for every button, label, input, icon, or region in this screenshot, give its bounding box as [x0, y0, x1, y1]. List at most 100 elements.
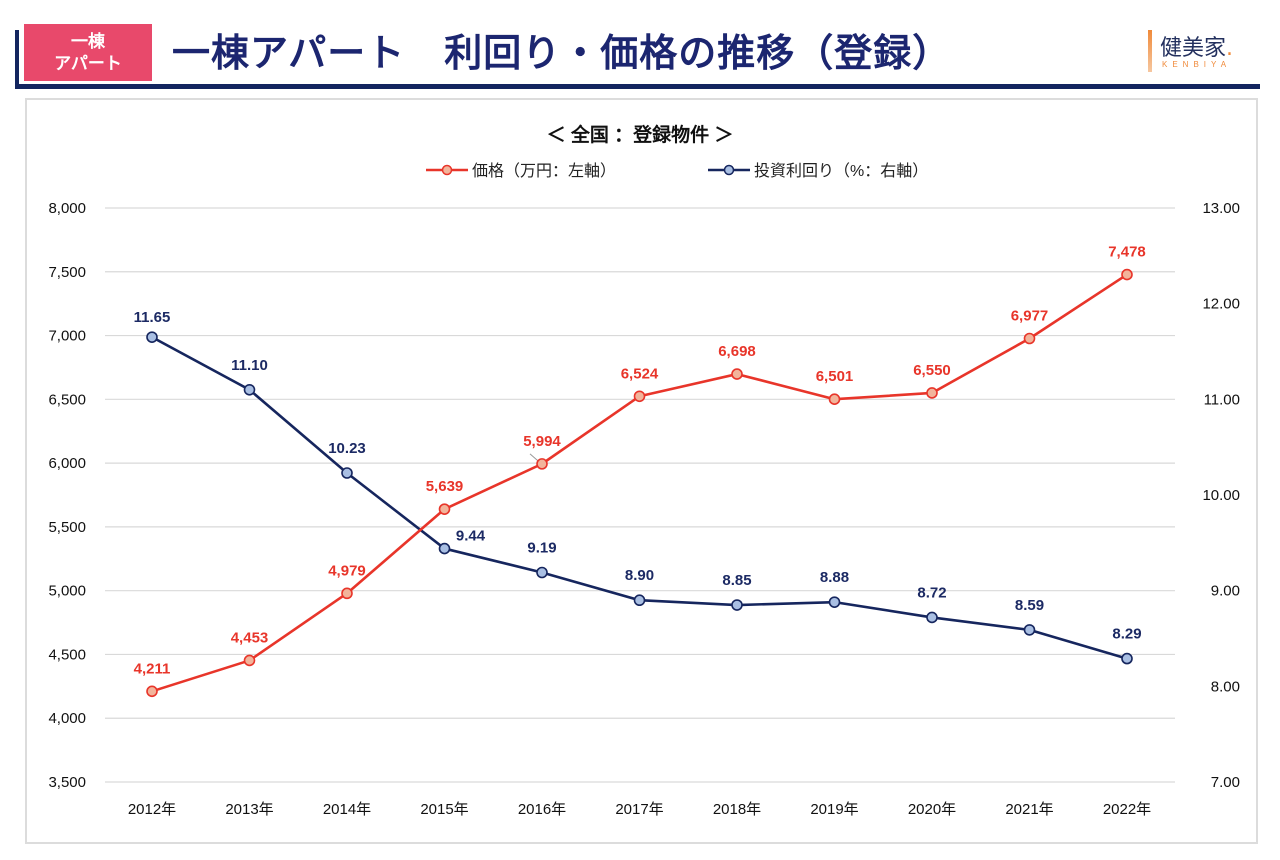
price-point — [828, 393, 841, 406]
yield-point — [438, 542, 451, 555]
right-axis: 7.00 8.00 9.00 10.00 11.00 12.00 13.00 — [1202, 200, 1240, 791]
left-tick-label: 5,000 — [48, 583, 86, 600]
x-tick-label: 2021年 — [1005, 801, 1053, 818]
yield-point — [926, 611, 938, 624]
price-point — [1023, 332, 1036, 345]
yield-point — [536, 566, 548, 579]
x-tick-label: 2019年 — [810, 801, 858, 818]
price-point — [536, 458, 548, 470]
left-tick-label: 8,000 — [48, 200, 86, 217]
yield-point — [828, 596, 841, 608]
left-tick-label: 6,000 — [48, 455, 86, 472]
price-data-label: 4,453 — [231, 629, 269, 646]
yield-point — [146, 331, 158, 343]
badge-line2: アパート — [54, 53, 122, 73]
yield-line — [151, 336, 1128, 660]
logo-name: 健美家 — [1160, 36, 1227, 61]
yield-data-label: 11.10 — [231, 357, 268, 374]
yield-data-label: 8.59 — [1015, 597, 1044, 614]
price-point — [438, 503, 451, 515]
chart-title: ＜ 全国 ：登録物件 ＞ — [547, 123, 734, 146]
price-data-label: 7,478 — [1108, 244, 1146, 261]
badge-line1: 一棟 — [71, 31, 105, 51]
x-tick-label: 2012年 — [128, 801, 176, 818]
logo-dot: . — [1226, 36, 1234, 61]
x-tick-label: 2013年 — [225, 801, 273, 818]
yield-data-label: 9.19 — [527, 539, 556, 556]
legend-item-price: 価格（万円：左軸） — [426, 162, 616, 180]
right-tick-label: 7.00 — [1211, 774, 1240, 791]
logo-bar — [1148, 30, 1152, 72]
yield-data-label: 8.85 — [722, 572, 751, 589]
gridlines — [105, 207, 1175, 783]
price-data-label: 6,524 — [621, 365, 659, 382]
legend: 価格（万円：左軸） 投資利回り（%：右軸） — [426, 162, 928, 180]
price-data-label: 5,639 — [426, 478, 464, 495]
left-tick-label: 7,000 — [48, 328, 86, 345]
left-tick-label: 4,500 — [48, 646, 86, 663]
yield-data-label: 8.29 — [1112, 626, 1141, 643]
x-tick-label: 2017年 — [615, 801, 663, 818]
left-tick-label: 7,500 — [48, 264, 86, 281]
right-tick-label: 8.00 — [1211, 678, 1240, 695]
legend-yield-label: 投資利回り（%：右軸） — [754, 162, 928, 180]
header-accent-bar — [15, 30, 19, 88]
series: 11.65 11.10 10.23 9.44 9.19 8.90 8.85 8.88 8.72 8… — [134, 244, 1146, 698]
yield-data-label: 8.90 — [625, 567, 654, 584]
legend-price-label: 価格（万円：左軸） — [472, 162, 616, 180]
right-tick-label: 11.00 — [1204, 391, 1240, 408]
left-tick-label: 6,500 — [48, 391, 86, 408]
legend-yield-marker-icon — [723, 164, 735, 176]
yield-data-label: 10.23 — [328, 440, 366, 457]
yield-data-label: 8.72 — [917, 584, 946, 601]
logo-text: 健美家. — [1160, 30, 1233, 62]
price-point — [926, 387, 938, 399]
right-tick-label: 10.00 — [1202, 487, 1240, 504]
price-data-label: 6,550 — [913, 362, 951, 379]
yield-point — [243, 383, 256, 396]
page-title: 一棟アパート 利回り・価格の推移（登録） — [172, 31, 952, 75]
price-data-label: 4,979 — [328, 562, 366, 579]
legend-item-yield: 投資利回り（%：右軸） — [708, 162, 928, 180]
yield-point — [731, 599, 743, 611]
price-point — [341, 587, 353, 600]
price-data-label: 6,977 — [1011, 307, 1049, 324]
yield-point — [633, 594, 646, 607]
price-data-label: 6,698 — [718, 343, 756, 360]
x-tick-label: 2020年 — [908, 801, 956, 818]
label-leader-line — [529, 453, 539, 462]
right-tick-label: 12.00 — [1202, 296, 1240, 313]
category-badge: 一棟 アパート — [24, 24, 152, 81]
price-point — [731, 368, 743, 380]
price-data-label: 6,501 — [816, 368, 854, 385]
price-point — [1121, 268, 1133, 281]
yield-data-label: 11.65 — [134, 309, 171, 326]
x-tick-label: 2022年 — [1103, 801, 1151, 818]
legend-price-marker-icon — [441, 164, 453, 176]
left-tick-label: 4,000 — [48, 710, 86, 727]
x-tick-label: 2016年 — [518, 801, 566, 818]
price-data-label: 5,994 — [523, 433, 561, 450]
left-tick-label: 3,500 — [48, 774, 86, 791]
right-tick-label: 13.00 — [1202, 200, 1240, 217]
x-tick-label: 2014年 — [323, 801, 371, 818]
price-line — [151, 273, 1128, 693]
logo-subtext: KENBIYA — [1162, 60, 1232, 69]
yield-data-label: 9.44 — [456, 528, 486, 545]
yield-series: 11.65 11.10 10.23 9.44 9.19 8.90 8.85 8.88 8.72 8… — [134, 309, 1142, 665]
x-axis: 2012年 2013年 2014年 2015年 2016年 2017年 2018年 2019年… — [128, 801, 1151, 818]
price-point — [146, 685, 158, 698]
kenbiya-logo: 健美家. KENBIYA — [1148, 30, 1268, 74]
price-data-label: 4,211 — [134, 660, 171, 677]
left-tick-label: 5,500 — [48, 519, 86, 536]
price-point — [633, 390, 646, 403]
x-tick-label: 2018年 — [713, 801, 761, 818]
price-point — [243, 654, 256, 667]
yield-point — [1023, 624, 1036, 636]
header-underline — [15, 84, 1260, 89]
chart-frame — [25, 98, 1258, 844]
header: 一棟 アパート 一棟アパート 利回り・価格の推移（登録） 健美家. KENBIY… — [0, 0, 1280, 95]
right-tick-label: 9.00 — [1211, 583, 1240, 600]
yield-point — [341, 467, 353, 479]
